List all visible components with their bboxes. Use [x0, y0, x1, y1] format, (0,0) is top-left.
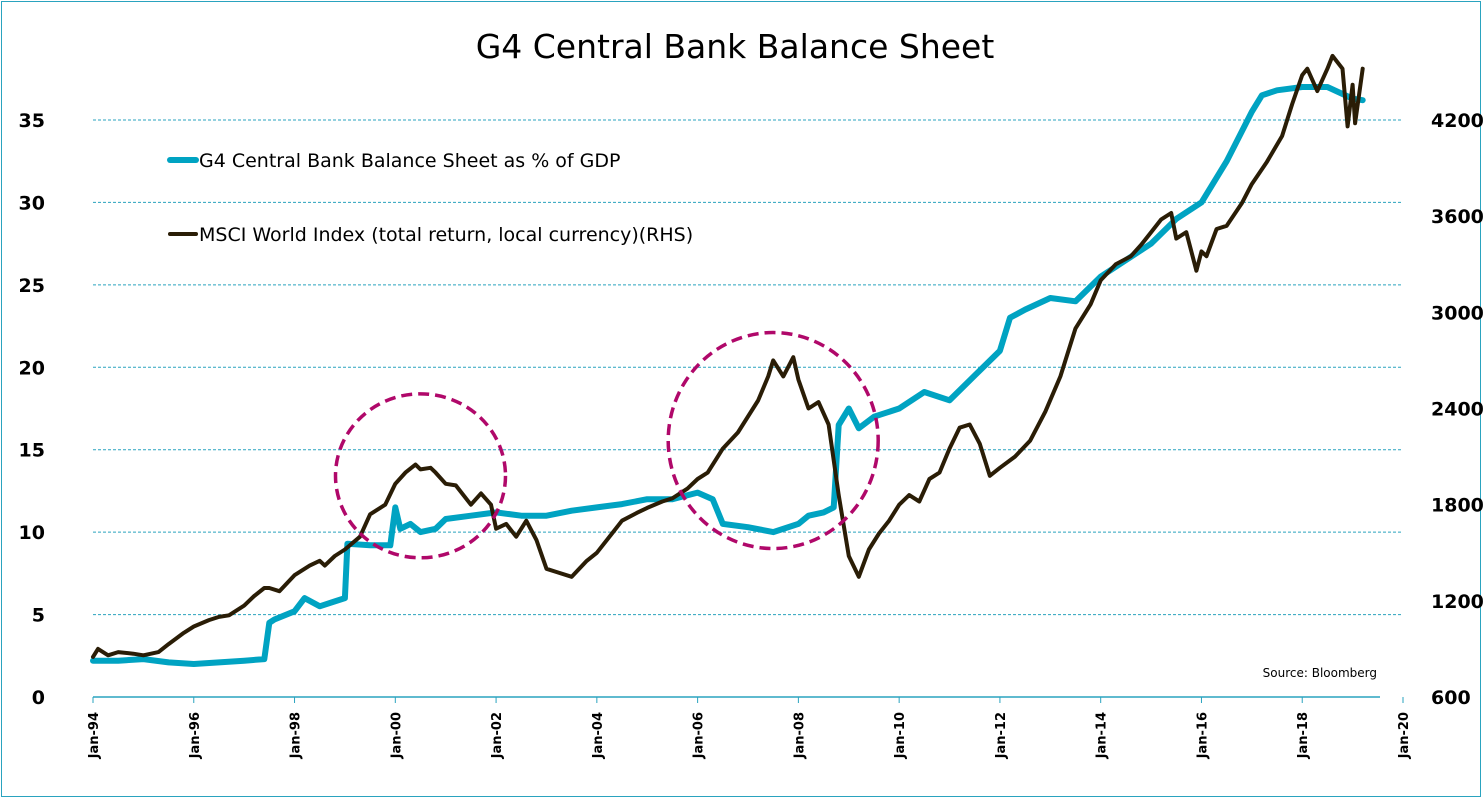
legend-label-msci: MSCI World Index (total return, local cu… — [199, 224, 693, 246]
x-tick-label: Jan-20 — [1397, 712, 1412, 759]
x-tick-label: Jan-10 — [893, 712, 908, 759]
legend: G4 Central Bank Balance Sheet as % of GD… — [167, 150, 693, 246]
y-tick-label: 30 — [19, 192, 45, 214]
y-tick-label: 10 — [19, 522, 45, 544]
y2-tick-label: 4200 — [1431, 110, 1484, 132]
y-tick-label: 20 — [19, 357, 45, 379]
legend-label-balance-sheet: G4 Central Bank Balance Sheet as % of GD… — [199, 150, 620, 172]
gridlines — [93, 119, 1403, 616]
source-note: Source: Bloomberg — [1263, 666, 1377, 680]
x-tick-label: Jan-06 — [692, 712, 707, 759]
y2-tick-label: 3000 — [1431, 302, 1484, 324]
x-tick-label: Jan-96 — [188, 712, 203, 759]
y-tick-label: 5 — [32, 605, 45, 627]
x-tick-label: Jan-14 — [1095, 712, 1110, 759]
x-tick-label: Jan-00 — [389, 712, 404, 759]
x-tick-label: Jan-94 — [87, 712, 102, 759]
series-line-balance-sheet — [90, 84, 1366, 667]
y-tick-label: 15 — [19, 440, 45, 462]
y-axis-right: 600 1200 1800 2400 3000 3600 4200 — [1431, 110, 1484, 709]
x-tick-label: Jan-08 — [792, 712, 807, 759]
y2-tick-label: 600 — [1431, 687, 1471, 709]
x-axis: Jan-94 Jan-96 Jan-98 Jan-00 Jan-02 Jan-04 Jan-… — [87, 696, 1412, 759]
chart-title: G4 Central Bank Balance Sheet — [476, 27, 995, 66]
y-tick-label: 0 — [32, 687, 45, 709]
y-tick-label: 25 — [19, 275, 45, 297]
y2-tick-label: 1800 — [1431, 495, 1484, 517]
series-line-msci — [91, 53, 1365, 659]
annotation-circle — [666, 330, 880, 551]
y2-tick-label: 1200 — [1431, 591, 1484, 613]
annotation-circle — [333, 392, 508, 560]
y2-tick-label: 2400 — [1431, 399, 1484, 421]
x-tick-label: Jan-12 — [994, 712, 1009, 759]
y-axis-left: 0 5 10 15 20 25 30 35 — [19, 110, 45, 709]
x-tick-label: Jan-04 — [591, 712, 606, 759]
y2-tick-label: 3600 — [1431, 206, 1484, 228]
series-layer — [90, 53, 1366, 667]
x-tick-label: Jan-02 — [490, 712, 505, 759]
x-tick-label: Jan-18 — [1296, 712, 1311, 759]
y-tick-label: 35 — [19, 110, 45, 132]
x-tick-label: Jan-16 — [1195, 712, 1210, 759]
annotations-layer — [333, 330, 880, 560]
x-tick-label: Jan-98 — [289, 712, 304, 759]
